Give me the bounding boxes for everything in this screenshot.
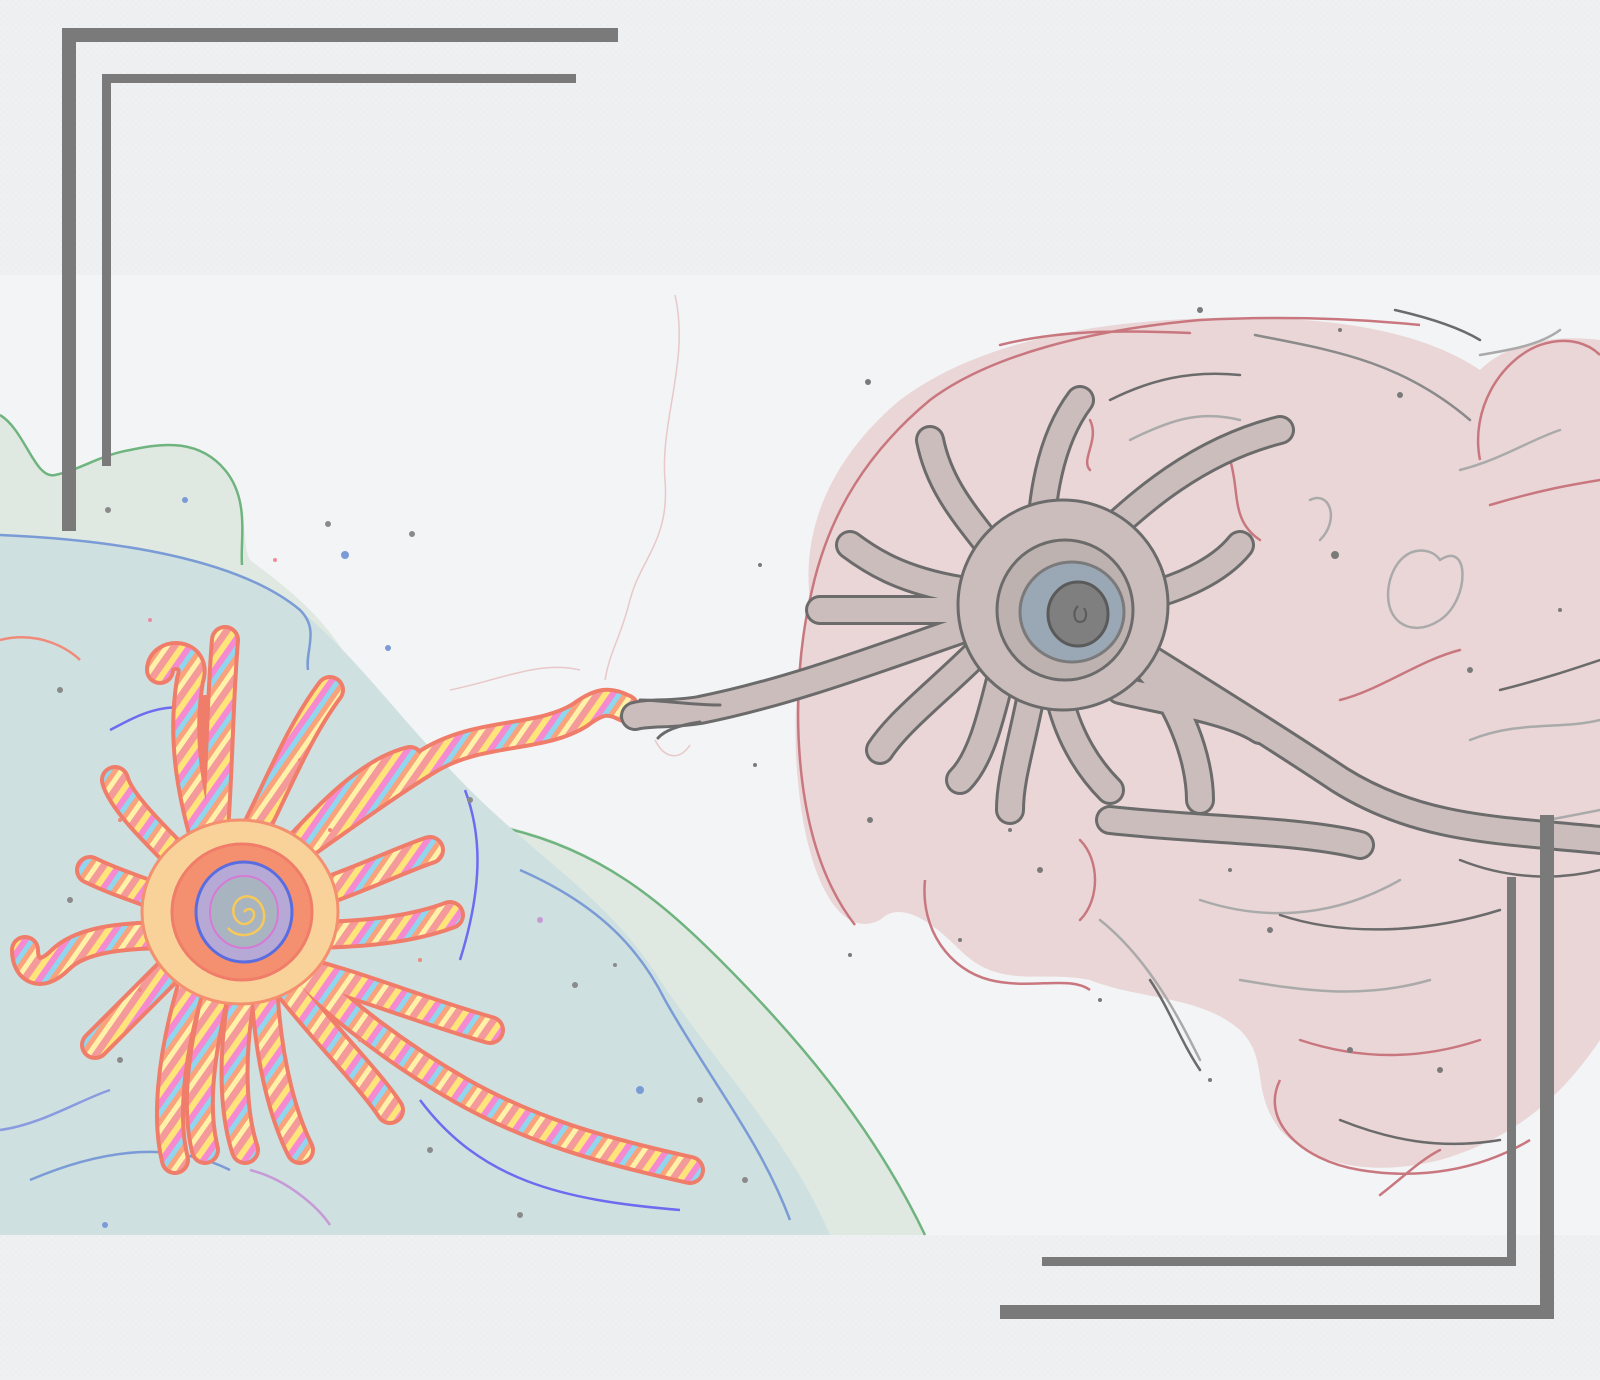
gray-neuron-axon-fingers — [638, 698, 722, 740]
gray-neuron — [620, 385, 1600, 860]
colorful-neuron-spiral — [227, 895, 266, 937]
hill-pink-line — [0, 636, 81, 661]
hill-blue-outline-2 — [519, 868, 792, 1221]
frame-bottom-right — [1000, 815, 1554, 1319]
frame-top-left-outer-horizontal — [62, 28, 618, 42]
hill-blue-line-4 — [0, 1088, 111, 1132]
frame-top-left-inner-vertical — [102, 74, 111, 466]
hill-blue-outline — [0, 533, 312, 671]
ghost-sketch-line — [604, 294, 680, 681]
frame-bottom-right-inner-vertical — [1507, 877, 1516, 1266]
hill-lilac-line — [249, 1168, 332, 1226]
brain-outline-4 — [1273, 1079, 1531, 1175]
hill-green-outline-2 — [504, 826, 927, 1236]
frame-top-left-outer-vertical — [62, 28, 76, 531]
frame-bottom-right-inner-horizontal — [1042, 1257, 1516, 1266]
frame-top-left-inner-horizontal — [102, 74, 576, 83]
brain-outline-3 — [923, 879, 1091, 992]
colorful-neuron — [10, 625, 705, 1185]
hill-purple-line — [419, 1099, 681, 1212]
frame-bottom-right-outer-horizontal — [1000, 1305, 1554, 1319]
ghost-sketch-line-2 — [449, 666, 691, 757]
frame-bottom-right-outer-vertical — [1540, 815, 1554, 1319]
gray-neuron-nucleolus — [1046, 580, 1110, 648]
brain-outline — [796, 316, 1421, 926]
brain-outline-2 — [1476, 339, 1600, 461]
frame-top-left — [62, 28, 618, 531]
hill-green-outline — [0, 413, 244, 566]
gray-neuron-nucleolus-swirl — [1073, 605, 1088, 624]
